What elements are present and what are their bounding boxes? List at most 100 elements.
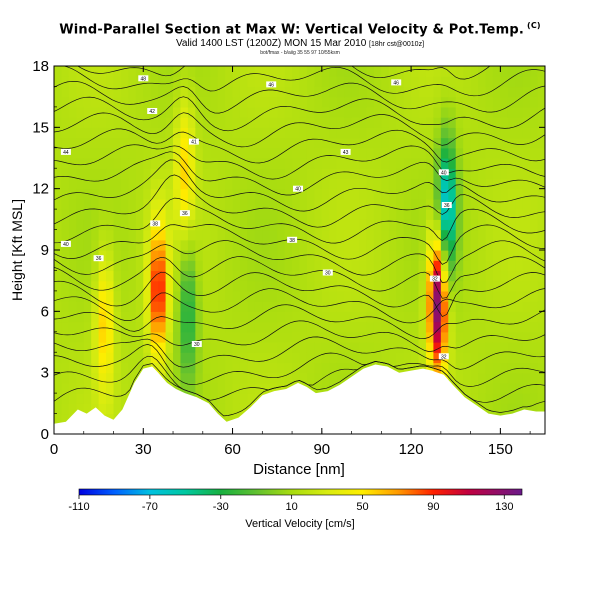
velocity-cell (433, 188, 442, 200)
velocity-cell (254, 280, 263, 292)
velocity-cell (463, 66, 472, 77)
velocity-cell (470, 198, 479, 210)
velocity-cell (470, 260, 479, 272)
y-tick-label: 12 (32, 181, 49, 198)
velocity-cell (314, 342, 323, 353)
velocity-cell (158, 280, 167, 292)
velocity-cell (515, 96, 524, 108)
velocity-cell (158, 198, 167, 210)
velocity-cell (448, 372, 457, 384)
velocity-cell (284, 301, 293, 312)
velocity-cell (411, 362, 420, 374)
velocity-cell (336, 321, 345, 333)
velocity-cell (411, 280, 420, 292)
velocity-cell (359, 127, 368, 139)
velocity-cell (195, 382, 204, 394)
velocity-cell (359, 198, 368, 210)
velocity-cell (187, 106, 196, 118)
velocity-cell (470, 311, 479, 323)
velocity-cell (492, 372, 501, 384)
velocity-cell (262, 117, 271, 128)
velocity-cell (411, 188, 420, 200)
velocity-cell (269, 66, 278, 77)
velocity-cell (247, 239, 256, 251)
velocity-cell (83, 76, 92, 88)
velocity-cell (314, 362, 323, 374)
contour-label-text: 38 (152, 221, 158, 227)
velocity-cell (418, 198, 427, 210)
velocity-cell (98, 178, 107, 190)
velocity-cell (530, 96, 539, 108)
velocity-cell (210, 403, 219, 415)
velocity-cell (83, 198, 92, 210)
velocity-cell (425, 280, 435, 292)
velocity-cell (91, 147, 100, 159)
velocity-cell (500, 372, 509, 384)
velocity-cell (411, 311, 420, 323)
velocity-cell (522, 290, 531, 302)
velocity-cell (225, 239, 234, 251)
velocity-cell (425, 76, 435, 88)
contour-label-bg (391, 79, 402, 86)
velocity-cell (135, 188, 144, 200)
velocity-cell (411, 239, 420, 251)
velocity-cell (254, 127, 263, 139)
velocity-cell (321, 301, 330, 312)
velocity-cell (83, 86, 92, 98)
velocity-cell (418, 250, 427, 261)
velocity-cell (537, 188, 545, 200)
velocity-cell (165, 229, 174, 241)
chart-subtitle: bot/fmax - b/aiig 35 55 97 10/55ksm (260, 50, 340, 56)
contour-label-bg (287, 236, 298, 243)
colorbar-tick-label: -30 (213, 501, 229, 513)
velocity-cell (76, 158, 85, 169)
velocity-cell (500, 393, 509, 404)
velocity-cell (344, 86, 353, 98)
velocity-cell (98, 321, 107, 333)
velocity-cell (68, 188, 77, 200)
velocity-cell (321, 311, 330, 323)
velocity-cell (366, 147, 375, 159)
velocity-cell (329, 188, 338, 200)
velocity-cell (247, 372, 256, 384)
velocity-cell (537, 66, 545, 77)
velocity-cell (336, 86, 345, 98)
velocity-cell (113, 321, 122, 333)
velocity-cell (537, 168, 545, 180)
velocity-cell (366, 66, 375, 77)
velocity-cell (359, 331, 368, 343)
velocity-cell (478, 321, 487, 333)
velocity-cell (530, 219, 539, 231)
velocity-cell (217, 198, 226, 210)
velocity-cell (507, 106, 516, 118)
velocity-cell (239, 352, 249, 364)
velocity-cell (284, 342, 293, 353)
velocity-cell (306, 178, 315, 190)
velocity-cell (448, 76, 457, 88)
velocity-cell (217, 188, 226, 200)
velocity-cell (463, 86, 472, 98)
velocity-cell (470, 270, 479, 282)
velocity-cell (537, 158, 545, 169)
velocity-cell (158, 270, 167, 282)
velocity-cell (455, 260, 464, 272)
velocity-cell (202, 209, 211, 220)
velocity-cell (76, 127, 85, 139)
velocity-cell (359, 362, 368, 374)
velocity-cell (239, 229, 249, 241)
velocity-cell (314, 188, 323, 200)
velocity-cell (396, 331, 405, 343)
velocity-cell (455, 158, 464, 169)
velocity-cell (373, 229, 382, 241)
velocity-cell (113, 270, 122, 282)
velocity-cell (359, 280, 368, 292)
velocity-cell (448, 229, 457, 241)
velocity-cell (492, 137, 501, 149)
velocity-cell (515, 178, 524, 190)
contour-label-text: 40 (63, 242, 69, 248)
velocity-cell (247, 342, 256, 353)
velocity-cell (463, 96, 472, 108)
velocity-cell (485, 198, 494, 210)
velocity-cell (440, 362, 449, 374)
velocity-cell (336, 188, 345, 200)
